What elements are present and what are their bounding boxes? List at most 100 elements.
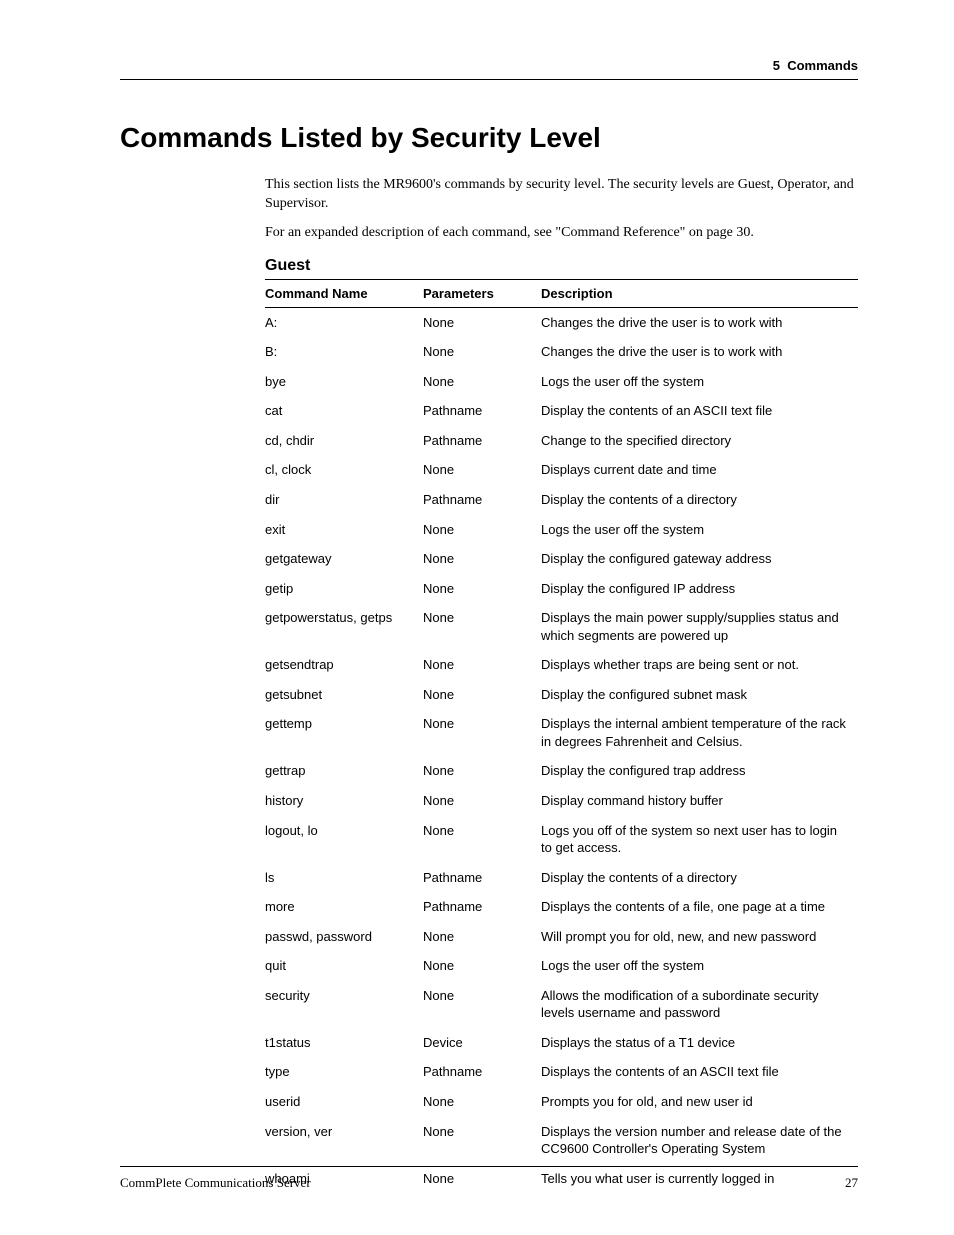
cell-parameters: None — [423, 951, 541, 981]
cell-description: Display the configured subnet mask — [541, 680, 858, 710]
cell-parameters: None — [423, 981, 541, 1028]
cell-command-name: A: — [265, 307, 423, 337]
cell-parameters: None — [423, 367, 541, 397]
cell-description: Logs the user off the system — [541, 515, 858, 545]
table-row: gettempNoneDisplays the internal ambient… — [265, 709, 858, 756]
table-row: useridNonePrompts you for old, and new u… — [265, 1087, 858, 1117]
cell-parameters: Pathname — [423, 485, 541, 515]
cell-parameters: Pathname — [423, 426, 541, 456]
cell-command-name: B: — [265, 337, 423, 367]
cell-command-name: getsendtrap — [265, 650, 423, 680]
table-row: getpowerstatus, getpsNoneDisplays the ma… — [265, 603, 858, 650]
col-header-command-name: Command Name — [265, 279, 423, 307]
cell-parameters: None — [423, 709, 541, 756]
cell-parameters: Pathname — [423, 863, 541, 893]
cell-command-name: getpowerstatus, getps — [265, 603, 423, 650]
footer-doc-title: CommPlete Communications Server — [120, 1175, 311, 1191]
intro-paragraph-2: For an expanded description of each comm… — [265, 224, 858, 243]
cell-description: Displays the status of a T1 device — [541, 1028, 858, 1058]
cell-description: Displays the contents of a file, one pag… — [541, 892, 858, 922]
table-row: typePathnameDisplays the contents of an … — [265, 1057, 858, 1087]
cell-description: Display the configured trap address — [541, 756, 858, 786]
commands-table: Command Name Parameters Description A:No… — [265, 279, 858, 1194]
cell-description: Display the contents of a directory — [541, 485, 858, 515]
cell-parameters: None — [423, 1117, 541, 1164]
table-row: byeNoneLogs the user off the system — [265, 367, 858, 397]
cell-command-name: history — [265, 786, 423, 816]
cell-command-name: type — [265, 1057, 423, 1087]
cell-description: Changes the drive the user is to work wi… — [541, 337, 858, 367]
section-title: Commands Listed by Security Level — [120, 122, 858, 154]
cell-description: Displays whether traps are being sent or… — [541, 650, 858, 680]
cell-description: Prompts you for old, and new user id — [541, 1087, 858, 1117]
table-row: passwd, passwordNoneWill prompt you for … — [265, 922, 858, 952]
cell-command-name: userid — [265, 1087, 423, 1117]
table-row: securityNoneAllows the modification of a… — [265, 981, 858, 1028]
cell-command-name: more — [265, 892, 423, 922]
cell-parameters: None — [423, 786, 541, 816]
cell-parameters: None — [423, 1087, 541, 1117]
chapter-title: Commands — [787, 58, 858, 73]
cell-description: Allows the modification of a subordinate… — [541, 981, 858, 1028]
table-row: A:NoneChanges the drive the user is to w… — [265, 307, 858, 337]
table-row: catPathnameDisplay the contents of an AS… — [265, 396, 858, 426]
subsection-heading: Guest — [265, 257, 858, 275]
table-row: lsPathnameDisplay the contents of a dire… — [265, 863, 858, 893]
table-row: dirPathnameDisplay the contents of a dir… — [265, 485, 858, 515]
cell-description: Display the configured IP address — [541, 574, 858, 604]
cell-description: Display command history buffer — [541, 786, 858, 816]
cell-parameters: None — [423, 455, 541, 485]
table-row: t1statusDeviceDisplays the status of a T… — [265, 1028, 858, 1058]
intro-block: This section lists the MR9600's commands… — [265, 176, 858, 243]
table-row: historyNoneDisplay command history buffe… — [265, 786, 858, 816]
col-header-parameters: Parameters — [423, 279, 541, 307]
chapter-number: 5 — [773, 58, 780, 73]
running-head: 5 Commands — [120, 58, 858, 80]
cell-description: Logs the user off the system — [541, 367, 858, 397]
cell-command-name: logout, lo — [265, 816, 423, 863]
cell-parameters: None — [423, 650, 541, 680]
cell-parameters: Pathname — [423, 1057, 541, 1087]
cell-description: Displays current date and time — [541, 455, 858, 485]
cell-parameters: None — [423, 756, 541, 786]
cell-parameters: None — [423, 544, 541, 574]
cell-parameters: None — [423, 922, 541, 952]
page-footer: CommPlete Communications Server 27 — [120, 1166, 858, 1191]
cell-parameters: None — [423, 337, 541, 367]
table-row: version, verNoneDisplays the version num… — [265, 1117, 858, 1164]
cell-parameters: Pathname — [423, 892, 541, 922]
col-header-description: Description — [541, 279, 858, 307]
cell-command-name: cd, chdir — [265, 426, 423, 456]
cell-description: Displays the main power supply/supplies … — [541, 603, 858, 650]
cell-command-name: quit — [265, 951, 423, 981]
cell-command-name: getip — [265, 574, 423, 604]
table-row: B:NoneChanges the drive the user is to w… — [265, 337, 858, 367]
cell-parameters: None — [423, 515, 541, 545]
table-row: getgatewayNoneDisplay the configured gat… — [265, 544, 858, 574]
cell-parameters: None — [423, 307, 541, 337]
cell-description: Displays the contents of an ASCII text f… — [541, 1057, 858, 1087]
table-row: cd, chdirPathnameChange to the specified… — [265, 426, 858, 456]
cell-command-name: cl, clock — [265, 455, 423, 485]
cell-command-name: dir — [265, 485, 423, 515]
table-row: exitNoneLogs the user off the system — [265, 515, 858, 545]
cell-command-name: security — [265, 981, 423, 1028]
table-body: A:NoneChanges the drive the user is to w… — [265, 307, 858, 1193]
intro-paragraph-1: This section lists the MR9600's commands… — [265, 176, 858, 214]
cell-description: Will prompt you for old, new, and new pa… — [541, 922, 858, 952]
cell-command-name: getsubnet — [265, 680, 423, 710]
table-row: cl, clockNoneDisplays current date and t… — [265, 455, 858, 485]
cell-description: Display the contents of a directory — [541, 863, 858, 893]
cell-command-name: gettrap — [265, 756, 423, 786]
table-row: morePathnameDisplays the contents of a f… — [265, 892, 858, 922]
table-row: quitNoneLogs the user off the system — [265, 951, 858, 981]
cell-command-name: getgateway — [265, 544, 423, 574]
table-row: getsubnetNoneDisplay the configured subn… — [265, 680, 858, 710]
table-row: logout, loNoneLogs you off of the system… — [265, 816, 858, 863]
cell-description: Logs you off of the system so next user … — [541, 816, 858, 863]
table-row: getipNoneDisplay the configured IP addre… — [265, 574, 858, 604]
cell-command-name: ls — [265, 863, 423, 893]
cell-parameters: None — [423, 680, 541, 710]
cell-command-name: cat — [265, 396, 423, 426]
cell-parameters: Pathname — [423, 396, 541, 426]
